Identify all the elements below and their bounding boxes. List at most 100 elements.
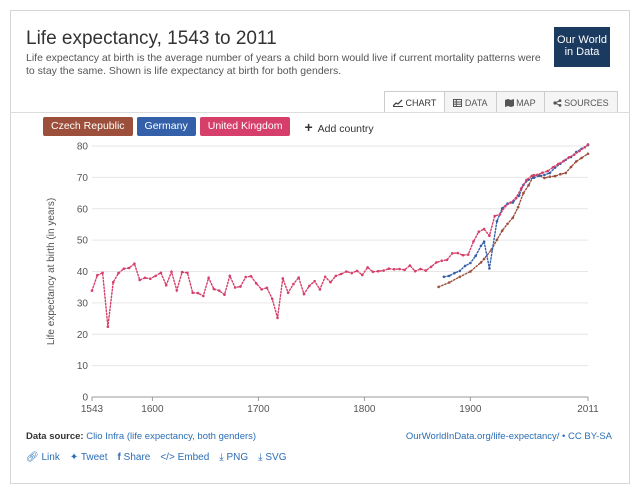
data-point-united-kingdom xyxy=(313,279,316,283)
share-label: Share xyxy=(123,452,151,463)
svg-label: SVG xyxy=(265,452,287,463)
data-point-united-kingdom xyxy=(504,204,507,208)
data-point-united-kingdom xyxy=(159,271,163,275)
data-point-united-kingdom xyxy=(260,288,263,291)
tab-chart[interactable]: CHART xyxy=(384,91,446,113)
entity-selector: Czech Republic Germany United Kingdom + A… xyxy=(43,117,374,136)
entity-chip-czech-republic[interactable]: Czech Republic xyxy=(43,117,133,136)
y-tick-label: 30 xyxy=(77,298,89,309)
series-line-united-kingdom xyxy=(91,143,589,327)
data-point-united-kingdom xyxy=(493,214,497,218)
tab-map[interactable]: MAP xyxy=(496,91,545,113)
data-point-united-kingdom xyxy=(143,276,147,280)
data-point-united-kingdom xyxy=(127,266,131,270)
data-point-united-kingdom xyxy=(180,270,184,274)
tweet-button[interactable]: ✦ Tweet xyxy=(70,452,108,463)
data-point-united-kingdom xyxy=(586,143,590,146)
data-point-united-kingdom xyxy=(334,274,338,278)
link-icon: 🔗︎ xyxy=(26,452,39,463)
tab-chart-label: CHART xyxy=(405,98,437,108)
data-point-united-kingdom xyxy=(541,171,544,174)
svg-download-button[interactable]: ⤓ SVG xyxy=(258,452,286,463)
data-point-germany xyxy=(532,176,536,179)
data-point-united-kingdom xyxy=(122,267,126,271)
data-point-united-kingdom xyxy=(562,159,565,163)
data-point-united-kingdom xyxy=(488,234,491,237)
data-point-germany xyxy=(511,201,515,204)
data-point-germany xyxy=(482,240,486,243)
data-point-united-kingdom xyxy=(466,253,470,256)
data-point-czech-republic xyxy=(458,275,462,279)
data-point-united-kingdom xyxy=(482,227,486,231)
plus-icon: + xyxy=(304,118,313,135)
data-point-united-kingdom xyxy=(413,269,417,273)
x-tick-label: 1700 xyxy=(247,404,270,415)
source-label: Data source: xyxy=(26,431,84,442)
data-point-united-kingdom xyxy=(519,187,523,190)
source-link[interactable]: Clio Infra (life expectancy, both gender… xyxy=(86,431,257,442)
link-button[interactable]: 🔗︎ Link xyxy=(26,452,60,463)
data-point-czech-republic xyxy=(548,175,552,178)
data-point-united-kingdom xyxy=(96,274,99,277)
data-point-united-kingdom xyxy=(244,275,247,279)
map-icon xyxy=(504,99,514,107)
data-point-united-kingdom xyxy=(217,289,221,292)
data-point-united-kingdom xyxy=(292,282,295,286)
data-point-germany xyxy=(537,174,541,178)
entity-chip-united-kingdom[interactable]: United Kingdom xyxy=(199,117,291,136)
data-point-united-kingdom xyxy=(345,270,348,273)
tab-sources[interactable]: SOURCES xyxy=(544,91,618,113)
tab-data[interactable]: DATA xyxy=(445,91,497,113)
data-point-united-kingdom xyxy=(461,253,465,257)
data-point-united-kingdom xyxy=(170,270,173,274)
share-button[interactable]: f Share xyxy=(118,452,151,463)
data-point-united-kingdom xyxy=(286,291,290,295)
data-point-czech-republic xyxy=(437,285,440,289)
data-point-united-kingdom xyxy=(254,282,258,285)
data-point-united-kingdom xyxy=(186,271,189,275)
license-link[interactable]: OurWorldInData.org/life-expectancy/ • CC… xyxy=(405,431,612,442)
data-point-united-kingdom xyxy=(382,269,385,272)
data-point-united-kingdom xyxy=(106,325,110,329)
data-point-united-kingdom xyxy=(429,265,433,269)
download-icon: ⤓ xyxy=(219,452,224,463)
data-point-czech-republic xyxy=(553,174,557,178)
owid-logo[interactable]: Our World in Data xyxy=(554,27,610,67)
embed-button[interactable]: </> Embed xyxy=(160,452,209,463)
logo-line-1: Our World xyxy=(557,34,607,46)
data-point-united-kingdom xyxy=(572,153,576,157)
data-point-united-kingdom xyxy=(281,277,285,280)
data-point-germany xyxy=(543,173,546,177)
data-point-united-kingdom xyxy=(361,273,364,277)
tab-divider xyxy=(10,112,630,113)
tab-data-label: DATA xyxy=(464,98,488,108)
data-point-united-kingdom xyxy=(90,289,94,292)
share-bar: 🔗︎ Link ✦ Tweet f Share </> Embed ⤓ PNG … xyxy=(26,452,286,463)
data-point-united-kingdom xyxy=(233,286,237,289)
data-point-united-kingdom xyxy=(101,271,104,275)
data-point-united-kingdom xyxy=(530,174,534,178)
data-point-united-kingdom xyxy=(355,269,359,273)
data-point-united-kingdom xyxy=(191,291,194,295)
data-point-united-kingdom xyxy=(350,271,354,275)
data-point-united-kingdom xyxy=(514,196,518,200)
entity-chip-germany[interactable]: Germany xyxy=(136,117,196,136)
tweet-label: Tweet xyxy=(80,452,108,463)
data-point-united-kingdom xyxy=(578,149,581,153)
data-point-united-kingdom xyxy=(525,178,528,182)
data-point-united-kingdom xyxy=(265,286,269,290)
data-point-united-kingdom xyxy=(440,259,444,263)
data-point-united-kingdom xyxy=(239,285,242,288)
data-point-czech-republic xyxy=(516,205,520,209)
data-point-czech-republic xyxy=(543,176,546,180)
data-point-united-kingdom xyxy=(546,169,549,173)
data-point-czech-republic xyxy=(500,229,504,232)
chart-subtitle: Life expectancy at birth is the average … xyxy=(26,52,541,77)
data-point-united-kingdom xyxy=(339,272,343,276)
png-download-button[interactable]: ⤓ PNG xyxy=(219,452,248,463)
data-point-united-kingdom xyxy=(557,162,560,166)
add-country-button[interactable]: + Add country xyxy=(304,119,373,135)
data-point-czech-republic xyxy=(506,222,509,226)
data-point-germany xyxy=(495,220,499,223)
data-point-germany xyxy=(458,269,462,273)
